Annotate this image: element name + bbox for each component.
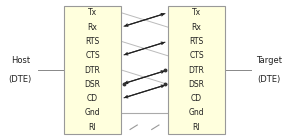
Text: (DTE): (DTE) [9, 75, 32, 84]
Text: Rx: Rx [88, 23, 97, 32]
Text: Tx: Tx [88, 8, 97, 17]
Text: DSR: DSR [84, 80, 101, 89]
Text: Target: Target [256, 56, 282, 65]
Text: DTR: DTR [85, 66, 100, 74]
Text: Gnd: Gnd [85, 108, 100, 117]
Bar [64, 6, 121, 134]
Text: Rx: Rx [192, 23, 201, 32]
Bar [168, 6, 225, 134]
Text: CD: CD [87, 94, 98, 103]
Text: RI: RI [193, 123, 200, 132]
Text: RI: RI [89, 123, 96, 132]
Text: RTS: RTS [189, 37, 204, 46]
Text: CTS: CTS [85, 51, 100, 60]
Text: DSR: DSR [188, 80, 205, 89]
Text: CD: CD [191, 94, 202, 103]
Text: RTS: RTS [85, 37, 100, 46]
Text: Gnd: Gnd [189, 108, 204, 117]
Text: CTS: CTS [189, 51, 204, 60]
Text: (DTE): (DTE) [257, 75, 280, 84]
Text: DTR: DTR [189, 66, 204, 74]
Text: Tx: Tx [192, 8, 201, 17]
Text: Host: Host [11, 56, 30, 65]
